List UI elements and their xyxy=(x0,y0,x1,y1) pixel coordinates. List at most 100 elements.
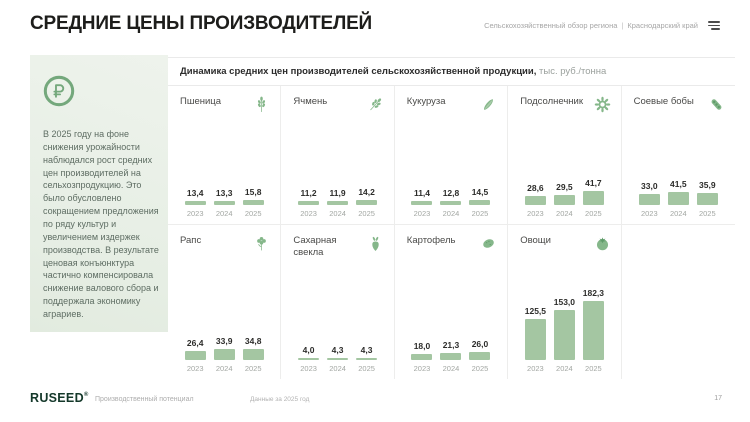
bar-group: 15,8 2025 xyxy=(242,187,264,218)
chart-panel-title-text: Динамика средних цен производителей сель… xyxy=(180,66,537,77)
bar-group: 11,9 2024 xyxy=(327,188,349,218)
bar-group: 26,4 2023 xyxy=(184,338,206,373)
chart-panel-title: Динамика средних цен производителей сель… xyxy=(168,58,735,86)
bar xyxy=(184,351,206,360)
bar-group: 11,2 2023 xyxy=(298,188,320,218)
ruseed-logo: RUSEED® xyxy=(30,391,89,405)
chart-panel-unit: тыс. руб./тонна xyxy=(536,66,607,77)
bar-year-label: 2025 xyxy=(358,209,375,218)
bar-group: 34,8 2025 xyxy=(242,336,264,373)
bar-year-label: 2024 xyxy=(329,209,346,218)
ruble-circle-icon xyxy=(43,75,75,107)
crop-name: Подсолнечник xyxy=(520,96,583,107)
card-head: Пшеница xyxy=(168,86,280,113)
bar xyxy=(440,201,462,205)
bar xyxy=(524,319,546,360)
bar-year-label: 2024 xyxy=(215,209,233,218)
bar-year-label: 2023 xyxy=(640,209,658,218)
bar xyxy=(667,192,689,205)
crop-card: Кукуруза 11,4 2023 12,8 2024 14,5 2025 xyxy=(394,86,509,225)
bar xyxy=(696,193,718,205)
page-title: СРЕДНИЕ ЦЕНЫ ПРОИЗВОДИТЕЛЕЙ xyxy=(30,13,373,34)
bar xyxy=(356,200,378,205)
bar-year-label: 2023 xyxy=(413,364,431,373)
bar-group: 13,3 2024 xyxy=(213,188,235,218)
crop-card: Рапс 26,4 2023 33,9 2024 34,8 2025 xyxy=(168,225,282,379)
bar-value-label: 13,3 xyxy=(215,188,233,198)
bar-value-label: 26,0 xyxy=(471,339,489,349)
bar-value-label: 12,8 xyxy=(442,188,460,198)
bar-group: 41,5 2024 xyxy=(667,179,689,218)
crop-name: Сахарная свекла xyxy=(293,235,337,258)
wheat-icon xyxy=(253,96,270,113)
bar-group: 41,7 2025 xyxy=(582,178,604,218)
bar-group: 14,5 2025 xyxy=(469,187,491,218)
bar xyxy=(213,349,235,360)
empty-cell xyxy=(622,225,735,379)
bar-value-label: 4,3 xyxy=(360,345,373,355)
crop-card: Ячмень 11,2 2023 11,9 2024 14,2 2025 xyxy=(281,86,395,225)
bar-value-label: 18,0 xyxy=(413,341,431,351)
hamburger-menu-icon[interactable] xyxy=(708,21,720,30)
vegetables-icon xyxy=(594,235,611,252)
card-head: Ячмень xyxy=(281,86,393,113)
bar xyxy=(553,310,575,360)
bar xyxy=(440,353,462,360)
card-head: Картофель xyxy=(395,225,507,252)
bar-year-label: 2023 xyxy=(300,209,317,218)
bar xyxy=(469,352,491,360)
bar-year-label: 2023 xyxy=(413,209,431,218)
potato-icon xyxy=(480,235,497,252)
bar-value-label: 41,5 xyxy=(670,179,687,189)
crop-card: Сахарная свекла 4,0 2023 4,3 2024 4,3 20… xyxy=(281,225,395,379)
page-number: 17 xyxy=(714,395,722,402)
bar-value-label: 28,6 xyxy=(527,183,544,193)
bar-year-label: 2025 xyxy=(698,209,716,218)
bar-group: 29,5 2024 xyxy=(553,182,575,218)
bar-value-label: 4,0 xyxy=(302,345,315,355)
crop-card: Подсолнечник 28,6 2023 29,5 2024 41,7 20… xyxy=(508,86,622,225)
bar xyxy=(327,358,349,360)
crop-card: Овощи 125,5 2023 153,0 2024 182,3 2025 xyxy=(508,225,622,379)
charts-grid: Пшеница 13,4 2023 13,3 2024 15,8 2025 Яч… xyxy=(168,86,735,379)
bar-group: 4,3 2024 xyxy=(327,345,349,373)
bar-group: 28,6 2023 xyxy=(524,183,546,218)
card-head: Сахарная свекла xyxy=(281,225,393,259)
bar-group: 26,0 2025 xyxy=(469,339,491,373)
bar xyxy=(638,194,660,205)
report-name: Сельскохозяйственный обзор региона xyxy=(484,21,618,30)
crop-card: Пшеница 13,4 2023 13,3 2024 15,8 2025 xyxy=(168,86,282,225)
bar-chart: 26,4 2023 33,9 2024 34,8 2025 xyxy=(168,336,280,373)
bar-year-label: 2025 xyxy=(244,364,262,373)
crop-name: Картофель xyxy=(406,235,456,246)
bar-group: 4,0 2023 xyxy=(298,345,320,373)
card-head: Овощи xyxy=(508,225,620,252)
bar-year-label: 2025 xyxy=(471,209,489,218)
bar-year-label: 2025 xyxy=(585,364,602,373)
bar-value-label: 13,4 xyxy=(186,188,204,198)
crop-name: Рапс xyxy=(180,235,202,246)
bar-value-label: 4,3 xyxy=(331,345,344,355)
card-head: Рапс xyxy=(168,225,280,252)
bar-value-label: 11,4 xyxy=(413,188,431,198)
bar xyxy=(411,354,433,360)
bar-year-label: 2024 xyxy=(215,364,233,373)
sugar-beet-icon xyxy=(367,235,384,252)
bar-group: 35,9 2025 xyxy=(696,180,718,218)
bar-chart: 125,5 2023 153,0 2024 182,3 2025 xyxy=(508,288,620,373)
bar-group: 12,8 2024 xyxy=(440,188,462,218)
bar-value-label: 11,9 xyxy=(329,188,346,198)
bar-group: 153,0 2024 xyxy=(554,297,575,373)
bar-value-label: 11,2 xyxy=(300,188,317,198)
bar xyxy=(524,196,546,205)
bar-year-label: 2025 xyxy=(244,209,262,218)
bar-value-label: 153,0 xyxy=(553,297,576,307)
crop-name: Соевые бобы xyxy=(633,96,694,107)
crop-card: Соевые бобы 33,0 2023 41,5 2024 35,9 202… xyxy=(621,86,735,225)
rapeseed-icon xyxy=(253,235,270,252)
bar-value-label: 15,8 xyxy=(244,187,262,197)
bar-group: 14,2 2025 xyxy=(356,187,378,218)
bar-value-label: 14,5 xyxy=(471,187,489,197)
bar-group: 33,0 2023 xyxy=(638,181,660,218)
